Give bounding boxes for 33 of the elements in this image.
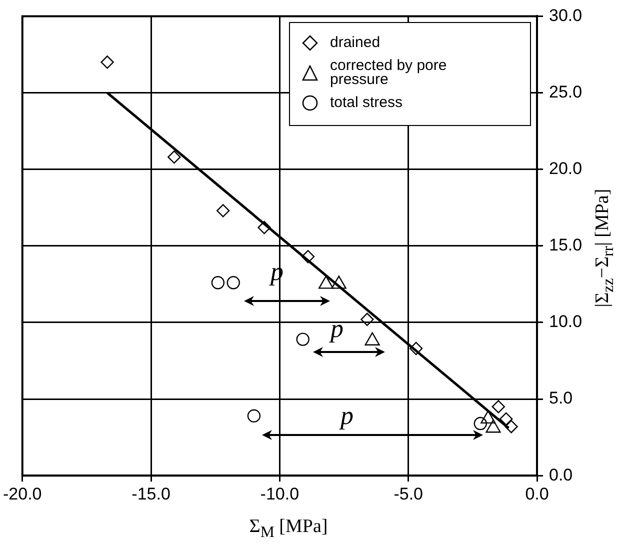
point bbox=[504, 420, 518, 434]
point bbox=[247, 409, 261, 422]
point bbox=[492, 400, 506, 414]
y-tick-label: 30.0 bbox=[549, 6, 582, 25]
legend-label: total stress bbox=[330, 94, 404, 112]
x-tick-label: -5.0 bbox=[394, 484, 423, 504]
y-tick-label: 0.0 bbox=[549, 465, 573, 484]
x-tick-label: -20.0 bbox=[3, 484, 42, 504]
y-tick-label: 5.0 bbox=[549, 388, 573, 408]
point bbox=[474, 416, 487, 430]
x-tick-label: -10.0 bbox=[260, 484, 300, 504]
point bbox=[226, 276, 240, 290]
annotation: p bbox=[338, 400, 354, 430]
annotation: p bbox=[328, 314, 344, 343]
point bbox=[100, 56, 114, 69]
point bbox=[168, 150, 181, 164]
legend-label: corrected by pore pressure bbox=[330, 57, 448, 88]
point bbox=[296, 332, 310, 346]
x-tick-label: 0.0 bbox=[525, 484, 549, 504]
point bbox=[301, 250, 315, 264]
y-tick-label: 15.0 bbox=[549, 236, 582, 255]
y-tick-label: 20.0 bbox=[549, 159, 582, 178]
point bbox=[409, 342, 423, 356]
point bbox=[500, 412, 513, 426]
x-axis-title: Σ$_{M}$ [MPa] bbox=[248, 516, 329, 542]
point bbox=[216, 204, 230, 218]
point bbox=[360, 312, 374, 326]
point bbox=[211, 276, 225, 290]
x-tick-label: -15.0 bbox=[132, 484, 170, 504]
y-tick-label: 25.0 bbox=[549, 82, 582, 102]
y-tick-label: 10.0 bbox=[549, 312, 582, 332]
point bbox=[258, 220, 271, 234]
legend-label: drained bbox=[330, 34, 382, 52]
